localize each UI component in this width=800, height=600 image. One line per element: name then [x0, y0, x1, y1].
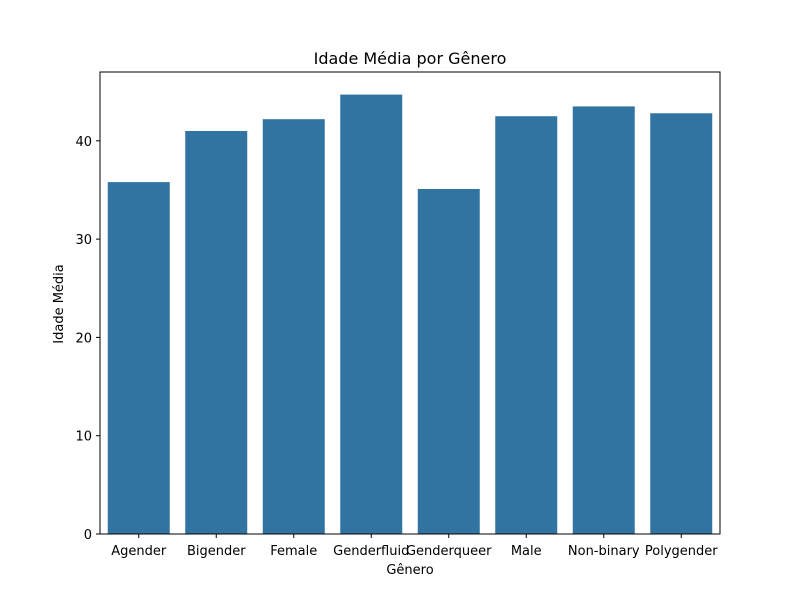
chart-title: Idade Média por Gênero — [314, 49, 507, 68]
x-tick-label: Genderqueer — [406, 544, 492, 559]
x-tick-label: Genderfluid — [333, 544, 409, 559]
bar-polygender — [650, 113, 713, 535]
bar-genderfluid — [340, 94, 403, 534]
bar-non-binary — [572, 106, 635, 534]
y-tick-label: 40 — [75, 135, 92, 150]
bar-genderqueer — [417, 188, 480, 534]
bar-bigender — [185, 130, 248, 534]
y-axis-ticks: 0 10 20 30 40 — [75, 135, 100, 543]
x-tick-label: Agender — [111, 544, 167, 559]
plot-frame — [99, 71, 721, 535]
x-tick-label: Non-binary — [568, 544, 640, 559]
x-tick-label: Bigender — [187, 544, 246, 559]
x-tick-label: Polygender — [645, 544, 718, 559]
y-tick-label: 10 — [75, 430, 92, 445]
x-tick-label: Female — [270, 544, 317, 559]
y-axis-label: Idade Média — [52, 264, 67, 343]
bar-agender — [107, 182, 170, 534]
x-axis-ticks: Agender Bigender Female GenderfluidGenderqu… — [111, 534, 718, 559]
bar-male — [495, 116, 558, 534]
y-tick-label: 0 — [84, 528, 92, 543]
y-tick-label: 30 — [75, 233, 92, 248]
x-tick-label: Male — [511, 544, 542, 559]
x-axis-label: Gênero — [386, 563, 433, 578]
bar-female — [262, 119, 325, 534]
y-tick-label: 20 — [75, 331, 92, 346]
bars-group — [107, 94, 713, 535]
